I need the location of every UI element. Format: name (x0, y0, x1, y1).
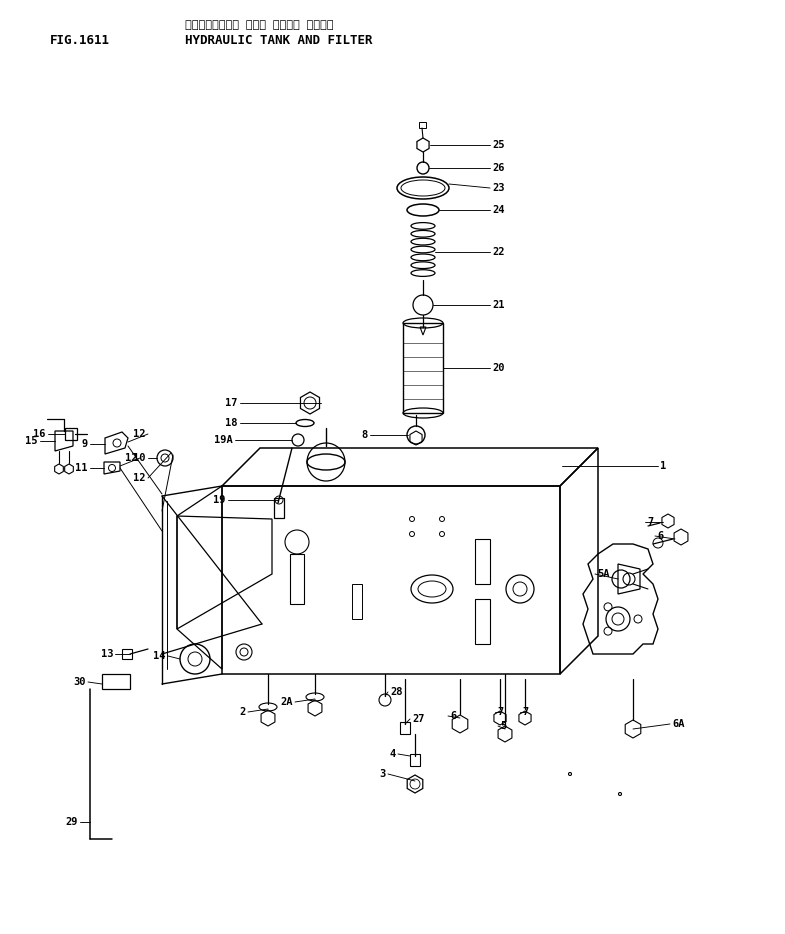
Bar (352, 584, 362, 619)
Text: 6: 6 (657, 531, 663, 541)
Text: 8: 8 (362, 430, 368, 440)
Text: 23: 23 (492, 183, 505, 193)
Text: 5A: 5A (597, 569, 609, 579)
Text: 29: 29 (65, 817, 78, 827)
Text: 27: 27 (412, 714, 425, 724)
Text: 6A: 6A (672, 719, 685, 729)
Text: 12: 12 (126, 453, 138, 463)
Text: 12: 12 (133, 429, 146, 439)
Text: 22: 22 (492, 247, 505, 257)
Text: 5: 5 (500, 721, 506, 731)
Bar (475, 599, 490, 644)
Bar (122, 649, 132, 659)
Bar (400, 722, 410, 734)
Text: 26: 26 (492, 163, 505, 173)
Text: 13: 13 (100, 649, 113, 659)
Text: 15: 15 (25, 436, 38, 446)
Bar (290, 554, 304, 604)
Bar (274, 498, 284, 518)
Text: 1: 1 (660, 461, 666, 471)
Text: 11: 11 (75, 463, 88, 473)
Text: 21: 21 (492, 300, 505, 310)
Text: 12: 12 (133, 473, 146, 483)
Text: 2A: 2A (280, 697, 293, 707)
Bar (419, 122, 426, 128)
Text: 7: 7 (522, 707, 528, 717)
Bar (475, 539, 490, 584)
Text: 2: 2 (239, 707, 246, 717)
Text: 10: 10 (133, 453, 146, 463)
Text: 3: 3 (380, 769, 386, 779)
Text: 24: 24 (492, 205, 505, 215)
Text: 4: 4 (389, 749, 396, 759)
Text: 30: 30 (74, 677, 86, 687)
Text: HYDRAULIC TANK AND FILTER: HYDRAULIC TANK AND FILTER (185, 35, 373, 48)
Text: 7: 7 (497, 707, 503, 717)
Bar (403, 323, 443, 413)
Text: 16: 16 (34, 429, 46, 439)
Text: 6: 6 (450, 711, 456, 721)
Text: 9: 9 (82, 439, 88, 449)
Text: 20: 20 (492, 363, 505, 373)
Text: 14: 14 (154, 651, 166, 661)
Text: ハイドロリック タンク オヨビ フィルタ: ハイドロリック タンク オヨビ フィルタ (185, 20, 334, 30)
Text: 28: 28 (390, 687, 403, 697)
Text: 25: 25 (492, 140, 505, 150)
Text: 18: 18 (225, 418, 238, 428)
Circle shape (568, 772, 571, 775)
Text: 7: 7 (647, 517, 653, 527)
Circle shape (619, 793, 622, 796)
Text: 19: 19 (214, 495, 226, 505)
Text: FIG.1611: FIG.1611 (50, 35, 110, 48)
Text: 19A: 19A (214, 435, 233, 445)
Bar (65, 428, 77, 440)
Text: 17: 17 (225, 398, 238, 408)
Bar (410, 754, 420, 766)
